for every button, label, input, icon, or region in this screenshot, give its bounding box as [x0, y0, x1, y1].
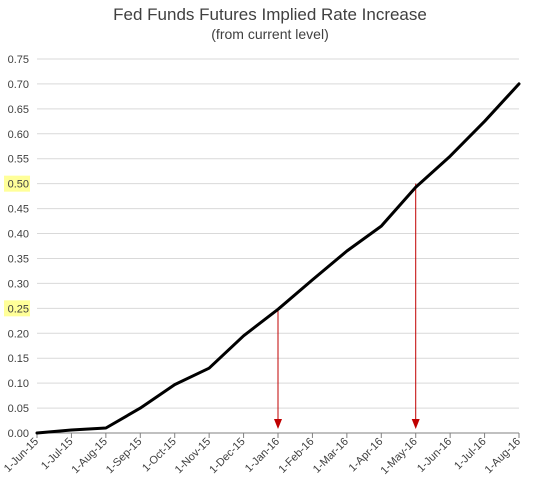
series-group — [35, 82, 521, 435]
arrow-head — [274, 419, 282, 429]
x-axis-ticks: 1-Jun-151-Jul-151-Aug-151-Sep-151-Oct-15… — [2, 436, 523, 477]
ytick-label: 0.25 — [8, 303, 29, 315]
series-line — [35, 82, 521, 435]
y-axis-ticks: 0.00 0.05 0.10 0.15 0.20 0.25 0.30 0.35 0.40 0.45… — [8, 54, 29, 440]
arrow-head — [411, 419, 420, 429]
gridlines — [37, 58, 519, 409]
ytick-label: 0.10 — [8, 378, 29, 390]
ytick-highlight-0-50 — [4, 175, 30, 192]
xtick-label: 1-Aug-16 — [483, 436, 523, 476]
ytick-label: 0.20 — [8, 328, 29, 340]
ytick-label: 0.65 — [8, 104, 29, 116]
ytick-label: 0.50 — [8, 179, 29, 191]
xtick-label: 1-Mar-16 — [311, 436, 351, 476]
xtick-label: 1-Jun-15 — [2, 436, 41, 475]
ytick-label: 0.45 — [8, 204, 29, 216]
ytick-label: 0.70 — [8, 79, 29, 91]
ytick-highlights — [4, 175, 30, 317]
ytick-label: 0.15 — [8, 353, 29, 365]
xtick-label: 1-Jun-16 — [415, 436, 454, 475]
ytick-highlight-0-25 — [4, 300, 30, 317]
xtick-label: 1-Nov-15 — [173, 436, 213, 476]
ytick-label: 0.00 — [8, 428, 29, 440]
ytick-label: 0.30 — [8, 278, 29, 290]
ytick-label: 0.60 — [8, 129, 29, 141]
xtick-label: 1-Dec-15 — [207, 436, 247, 476]
xtick-label: 1-Sep-15 — [104, 436, 144, 476]
ytick-label: 0.40 — [8, 229, 29, 241]
xtick-label: 1-Feb-16 — [276, 436, 316, 476]
xtick-label: 1-Aug-15 — [69, 436, 109, 476]
xtick-label: 1-May-16 — [378, 436, 419, 477]
ytick-label: 0.55 — [8, 154, 29, 166]
chart-subtitle: (from current level) — [211, 26, 328, 42]
ytick-label: 0.05 — [8, 403, 29, 415]
ytick-label: 0.75 — [8, 54, 29, 66]
xtick-label: 1-Jan-16 — [243, 436, 282, 475]
arrow-annotations — [274, 183, 420, 429]
ytick-label: 0.35 — [8, 253, 29, 265]
chart-title: Fed Funds Futures Implied Rate Increase — [113, 5, 427, 24]
x-axis — [36, 432, 520, 438]
